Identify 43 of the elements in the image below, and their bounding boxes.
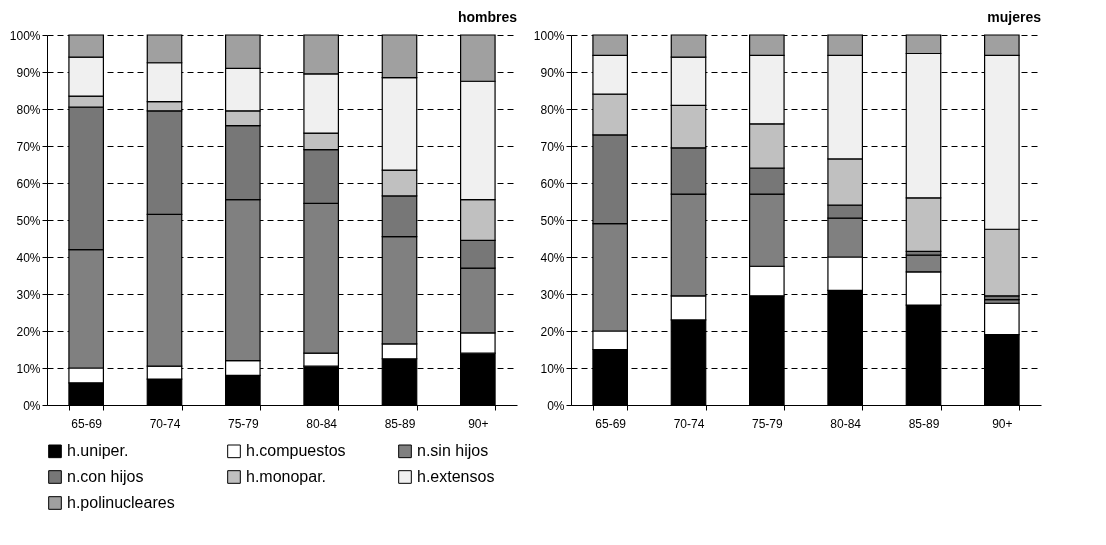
legend-label: h.monopar. bbox=[246, 468, 327, 485]
y-tick-label: 60% bbox=[16, 176, 41, 191]
y-tick-label: 90% bbox=[540, 65, 565, 80]
y-tick-label: 50% bbox=[540, 213, 565, 228]
legend-label: h.uniper. bbox=[67, 442, 129, 460]
y-tick-label: 20% bbox=[540, 324, 565, 339]
x-tick-label: 85-89 bbox=[908, 416, 940, 431]
y-tick-label: 0% bbox=[547, 398, 565, 413]
y-tick-label: 50% bbox=[16, 213, 41, 228]
x-tick-label: 75-79 bbox=[227, 416, 259, 431]
x-tick-label: 85-89 bbox=[384, 416, 416, 431]
x-tick-label: 70-74 bbox=[149, 416, 181, 431]
y-tick-label: 10% bbox=[540, 361, 565, 376]
y-tick-label: 40% bbox=[16, 250, 41, 265]
legend-label: n.sin hijos bbox=[417, 442, 489, 460]
x-tick-label: 65-69 bbox=[71, 416, 103, 431]
y-tick-label: 100% bbox=[533, 28, 565, 43]
y-tick-label: 30% bbox=[540, 287, 565, 302]
x-tick-label: 80-84 bbox=[306, 416, 338, 431]
y-tick-label: 60% bbox=[540, 176, 565, 191]
chart-title: hombres bbox=[457, 9, 518, 25]
legend-label: h.compuestos bbox=[246, 442, 346, 460]
x-tick-label: 75-79 bbox=[751, 416, 783, 431]
y-tick-label: 70% bbox=[16, 139, 41, 154]
legend-label: h.extensos bbox=[417, 468, 495, 485]
y-tick-label: 0% bbox=[23, 398, 41, 413]
legend-label: n.con hijos bbox=[67, 468, 144, 485]
y-tick-label: 90% bbox=[16, 65, 41, 80]
y-tick-label: 30% bbox=[16, 287, 41, 302]
y-tick-label: 70% bbox=[540, 139, 565, 154]
x-tick-label: 80-84 bbox=[830, 416, 862, 431]
y-tick-label: 20% bbox=[16, 324, 41, 339]
y-tick-label: 10% bbox=[16, 361, 41, 376]
x-tick-label: 90+ bbox=[468, 416, 489, 431]
legend-label: h.polinucleares bbox=[67, 494, 175, 511]
y-tick-label: 80% bbox=[16, 102, 41, 117]
y-tick-label: 100% bbox=[9, 28, 41, 43]
chart-title: mujeres bbox=[987, 9, 1042, 25]
y-tick-label: 40% bbox=[540, 250, 565, 265]
x-tick-label: 90+ bbox=[992, 416, 1013, 431]
y-tick-label: 80% bbox=[540, 102, 565, 117]
x-tick-label: 70-74 bbox=[673, 416, 705, 431]
x-tick-label: 65-69 bbox=[595, 416, 627, 431]
